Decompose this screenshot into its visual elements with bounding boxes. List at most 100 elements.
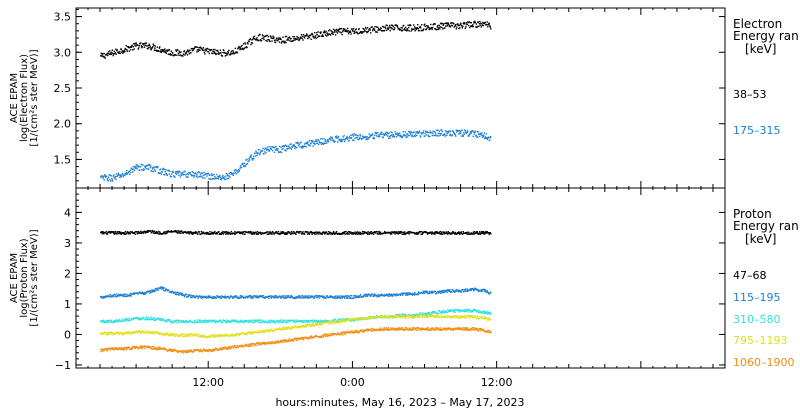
data-point <box>151 289 153 291</box>
data-point <box>296 319 299 321</box>
data-point <box>317 323 320 325</box>
data-point <box>394 293 396 296</box>
data-point <box>120 233 122 235</box>
data-point <box>164 170 166 173</box>
data-point <box>466 290 468 292</box>
data-point <box>467 308 469 311</box>
data-point <box>312 145 314 147</box>
data-point <box>166 230 168 232</box>
data-point <box>373 27 375 30</box>
data-point <box>462 231 464 233</box>
data-point <box>406 232 408 235</box>
data-point <box>281 232 283 234</box>
data-point <box>330 323 332 325</box>
data-point <box>105 295 107 297</box>
data-point <box>238 231 240 233</box>
data-point <box>319 324 322 326</box>
data-point <box>246 333 249 336</box>
data-point <box>145 165 147 167</box>
data-point <box>390 135 392 137</box>
data-point <box>440 233 442 235</box>
data-point <box>384 134 386 136</box>
data-point <box>264 35 267 37</box>
data-point <box>342 28 345 30</box>
data-point <box>479 233 481 235</box>
data-point <box>458 129 460 132</box>
data-point <box>315 37 317 40</box>
data-point <box>127 332 129 335</box>
data-point <box>255 39 258 41</box>
data-point <box>295 38 298 41</box>
data-point <box>119 333 121 336</box>
data-point <box>257 233 259 235</box>
data-point <box>404 29 406 31</box>
data-point <box>313 324 316 327</box>
data-point <box>263 38 265 41</box>
data-point <box>394 295 396 297</box>
data-point <box>175 173 178 175</box>
data-point <box>315 139 317 141</box>
data-point <box>468 135 470 137</box>
data-point <box>353 232 356 235</box>
data-point <box>207 232 210 234</box>
data-point <box>305 142 308 145</box>
data-point <box>337 320 339 323</box>
data-point <box>111 321 113 323</box>
data-point <box>475 26 477 28</box>
data-point <box>429 292 431 295</box>
data-point <box>367 233 370 235</box>
data-point <box>285 145 288 147</box>
data-point <box>458 24 460 27</box>
data-point <box>332 231 335 233</box>
data-point <box>440 311 442 313</box>
data-point <box>480 22 482 24</box>
data-point <box>246 163 249 165</box>
data-point <box>130 167 132 169</box>
data-point <box>373 233 375 235</box>
data-point <box>302 297 304 299</box>
data-point <box>318 35 321 37</box>
data-point <box>124 174 126 176</box>
data-point <box>419 312 421 314</box>
data-point <box>447 23 449 25</box>
data-point <box>199 335 201 337</box>
data-point <box>259 151 262 153</box>
data-point <box>387 28 389 30</box>
data-point <box>295 147 298 149</box>
data-point <box>403 28 405 31</box>
data-point <box>260 321 263 324</box>
data-point <box>144 165 146 167</box>
y-axis-label: ACE EPAM <box>9 253 20 303</box>
data-point <box>312 324 315 326</box>
data-point <box>403 314 405 317</box>
data-point <box>178 292 181 294</box>
data-point <box>228 320 231 322</box>
data-point <box>353 139 355 142</box>
data-point <box>417 24 419 26</box>
data-point <box>212 232 214 234</box>
data-point <box>462 315 464 318</box>
data-point <box>339 296 342 299</box>
data-point <box>375 31 377 33</box>
data-point <box>417 316 419 319</box>
data-point <box>206 297 208 299</box>
data-point <box>330 233 332 235</box>
data-point <box>480 26 482 28</box>
data-point <box>339 322 341 324</box>
data-point <box>345 30 347 33</box>
data-point <box>190 233 193 235</box>
data-point <box>271 233 273 235</box>
data-point <box>144 44 146 47</box>
data-point <box>319 142 321 144</box>
data-point <box>182 171 184 173</box>
data-point <box>351 233 353 235</box>
data-point <box>473 231 475 233</box>
data-point <box>224 319 227 322</box>
data-point <box>166 333 168 336</box>
data-point <box>476 310 478 313</box>
data-point <box>450 22 452 24</box>
data-point <box>444 316 446 318</box>
data-point <box>285 232 288 234</box>
data-point <box>249 296 251 298</box>
data-point <box>345 231 347 233</box>
